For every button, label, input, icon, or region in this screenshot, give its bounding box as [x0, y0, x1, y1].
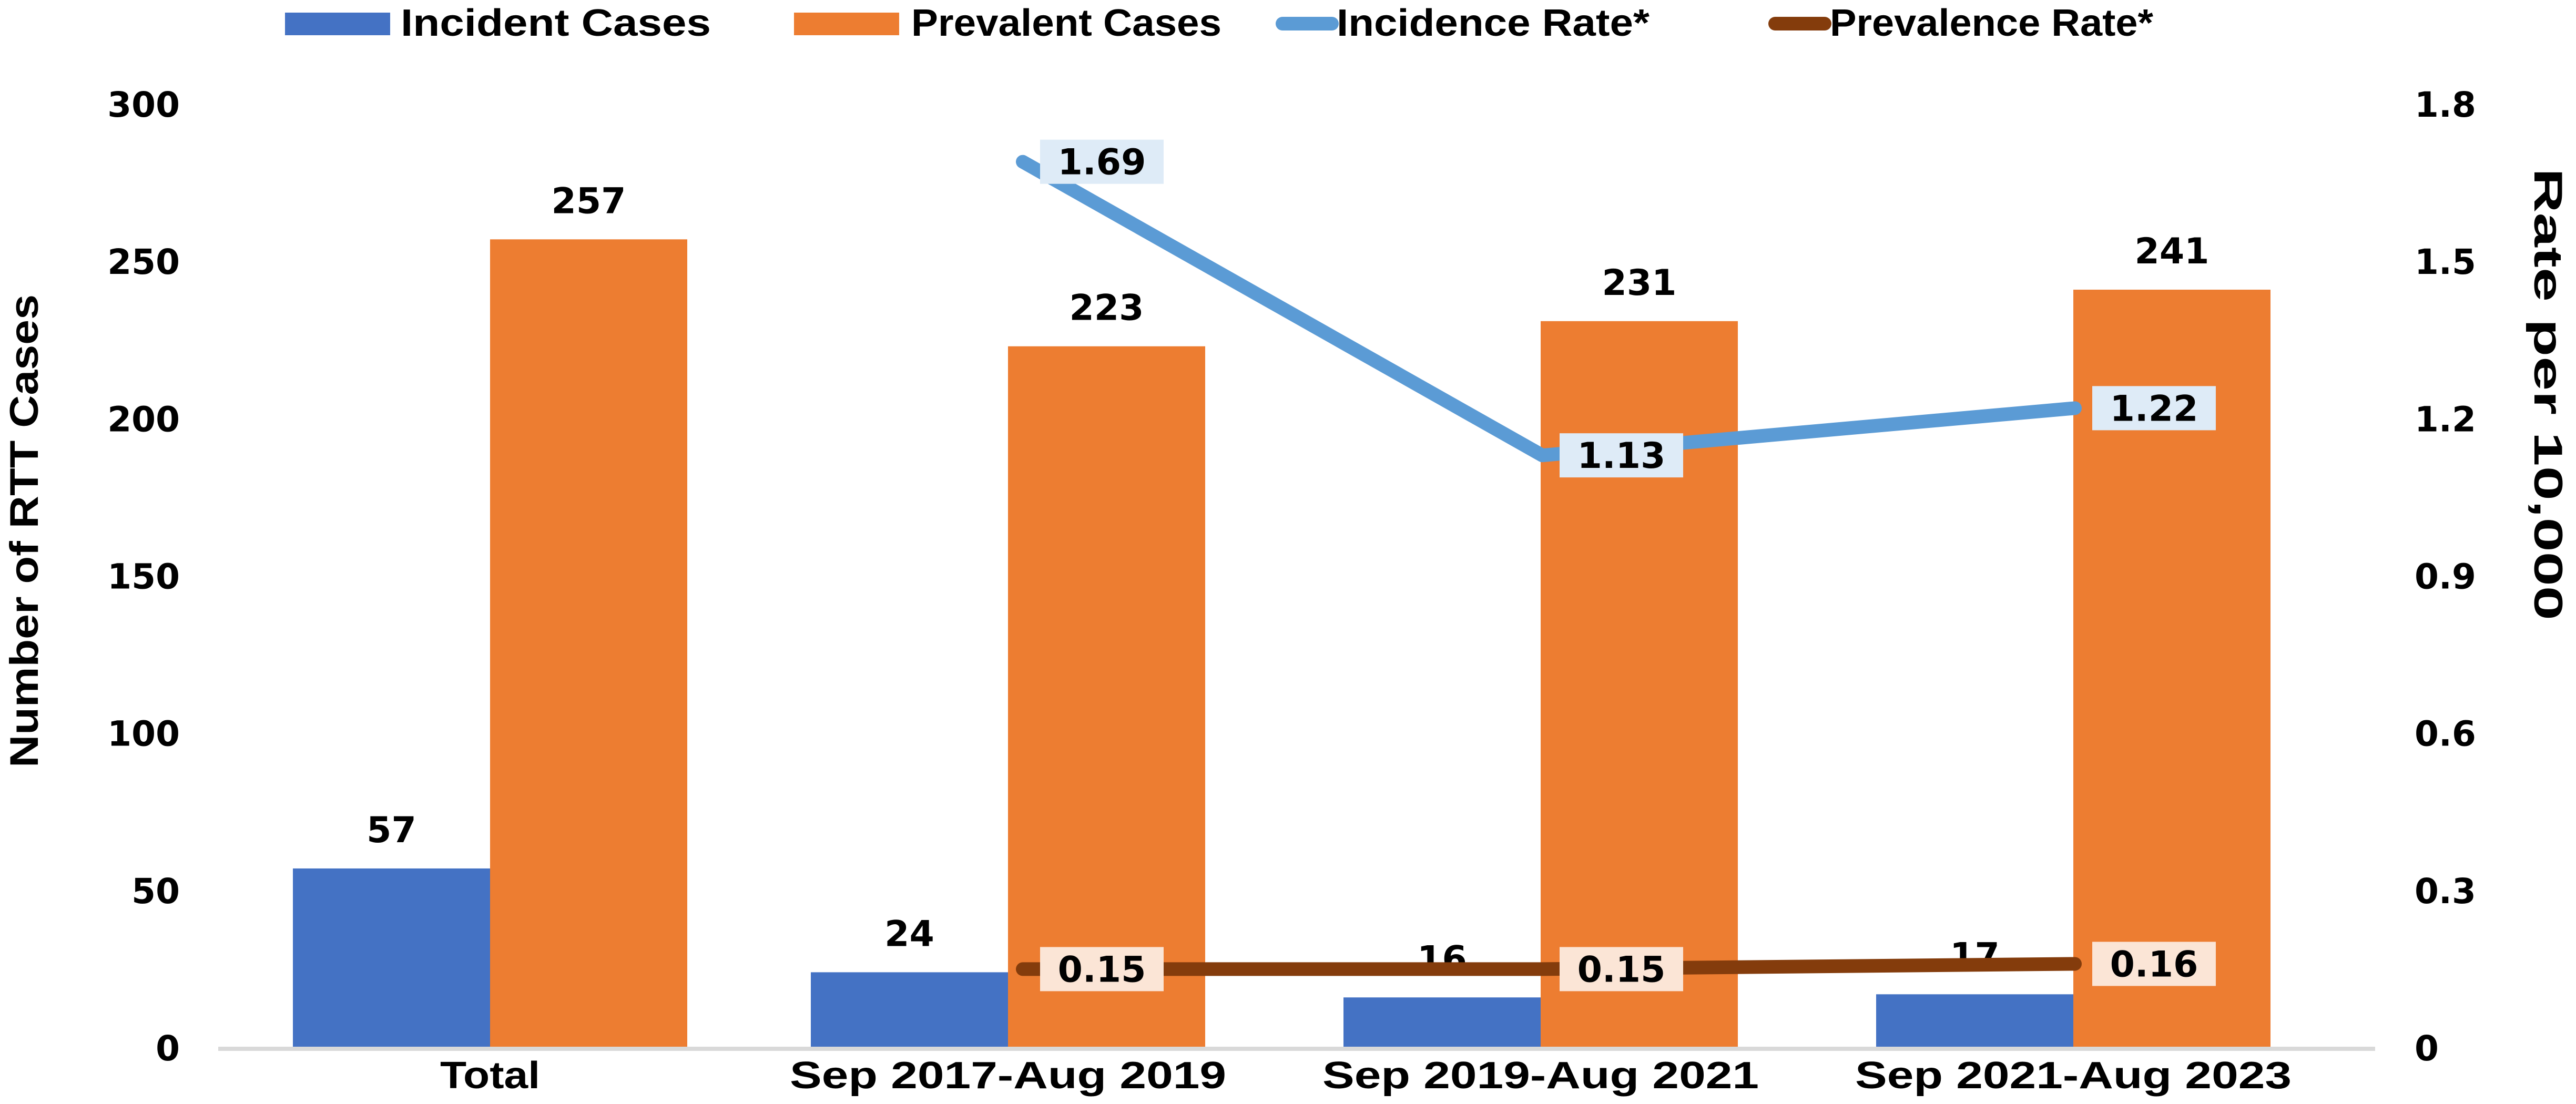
incident-cases-bar [811, 972, 1008, 1048]
category-label-total: Total [440, 1055, 540, 1097]
left-axis-title: Number of RTT Cases [2, 294, 47, 768]
incident-cases-bar [293, 868, 490, 1048]
rate-value-label: 0.15 [1058, 949, 1146, 990]
right-tick-label: 1.5 [2415, 242, 2476, 282]
legend-item-incident-cases: Incident Cases [285, 2, 711, 44]
legend-item-prevalence-rate: Prevalence Rate* [1768, 2, 2153, 44]
legend-label: Prevalence Rate* [1830, 2, 2153, 44]
right-tick-label: 1.2 [2415, 399, 2476, 439]
category-label-sep-2019-aug-2021: Sep 2019-Aug 2021 [1322, 1055, 1759, 1097]
rate-label-box [2092, 942, 2216, 986]
left-tick-label: 0 [156, 1028, 180, 1069]
left-tick-label: 50 [131, 871, 180, 912]
legend-label: Incident Cases [401, 2, 711, 44]
legend-item-prevalent-cases: Prevalent Cases [794, 2, 1221, 44]
bar-value-label: 257 [552, 180, 626, 222]
left-tick-label: 100 [107, 714, 180, 754]
right-tick-label: 0.6 [2415, 714, 2476, 754]
prevalent-cases-bar [1541, 321, 1738, 1048]
legend-item-incidence-rate: Incidence Rate* [1276, 2, 1650, 44]
prevalent-cases-swatch-icon [794, 13, 899, 35]
rate-value-label: 1.69 [1058, 142, 1146, 183]
left-tick-label: 300 [107, 85, 180, 125]
category-label-sep-2021-aug-2023: Sep 2021-Aug 2023 [1855, 1055, 2292, 1097]
incidence-rate-line [1016, 155, 2082, 463]
rate-value-label: 1.13 [1577, 435, 1666, 477]
legend-label: Incidence Rate* [1337, 2, 1650, 44]
rate-label-box [1560, 433, 1683, 478]
left-y-axis: 0 50 100 150 200 250 300 [107, 85, 180, 1069]
left-tick-label: 200 [107, 399, 180, 439]
bar-value-label: 223 [1070, 288, 1144, 329]
incident-cases-swatch-icon [285, 13, 390, 35]
incident-cases-bar [1343, 997, 1541, 1048]
x-axis-categories: Total Sep 2017-Aug 2019 Sep 2019-Aug 2021 S… [440, 1055, 2292, 1097]
bar-value-label: 231 [1602, 262, 1677, 304]
category-label-sep-2017-aug-2019: Sep 2017-Aug 2019 [790, 1055, 1226, 1097]
right-axis-title: Rate per 10,000 [2526, 168, 2570, 620]
rate-label-box [2092, 386, 2216, 431]
legend-label: Prevalent Cases [911, 2, 1221, 44]
left-tick-label: 250 [107, 242, 180, 282]
rate-value-label: 0.16 [2110, 944, 2198, 985]
bar-value-label: 24 [884, 913, 934, 955]
rate-label-box [1040, 139, 1164, 184]
incident-cases-bar [1876, 994, 2073, 1048]
rate-value-label: 0.15 [1577, 949, 1666, 990]
right-tick-label: 0 [2415, 1028, 2439, 1069]
prevalent-cases-bar [490, 239, 687, 1048]
bar-value-label: 57 [366, 810, 416, 851]
bar-value-label: 241 [2135, 231, 2210, 272]
prevalence-rate-line [1016, 957, 2082, 976]
rate-label-box [1560, 947, 1683, 991]
right-tick-label: 1.8 [2415, 85, 2476, 125]
rate-value-label: 1.22 [2110, 388, 2198, 430]
right-y-axis: 0 0.3 0.6 0.9 1.2 1.5 1.8 [2415, 85, 2476, 1069]
right-tick-label: 0.3 [2415, 871, 2476, 912]
prevalent-cases-bar [1008, 346, 1205, 1048]
rate-label-box [1040, 947, 1164, 991]
legend: Incident Cases Prevalent Cases Incidence R… [285, 2, 2153, 44]
right-tick-label: 0.9 [2415, 557, 2476, 597]
rate-lines: 1.69 1.13 1.22 0.15 0.15 0.16 [1016, 139, 2216, 991]
left-tick-label: 150 [107, 557, 180, 597]
